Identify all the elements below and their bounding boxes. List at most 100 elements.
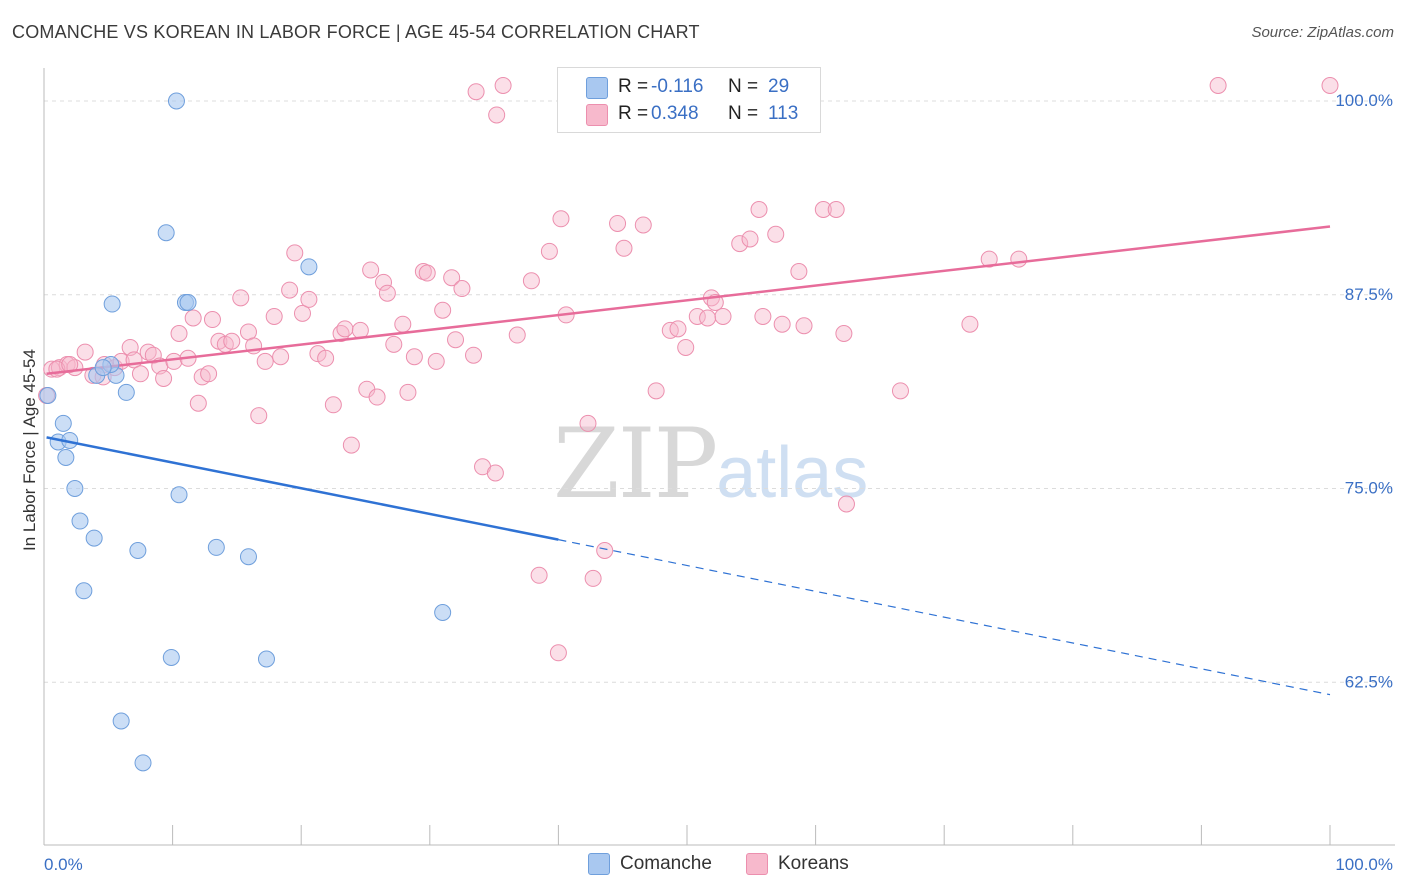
comanche-point (117, 383, 135, 401)
korean-point (522, 272, 540, 290)
korean-point (184, 309, 202, 327)
comanche-point (39, 387, 57, 404)
korean-point (767, 225, 785, 243)
korean-point (453, 280, 471, 298)
korean-point (165, 352, 183, 370)
n-value: 29 (768, 76, 790, 97)
korean-point (256, 352, 274, 370)
korean-point (368, 388, 386, 406)
korean-point (362, 261, 380, 279)
korean-point (447, 331, 465, 349)
comanche-point (71, 512, 89, 530)
korean-point (378, 284, 396, 302)
korean-point (714, 307, 732, 325)
korean-point (399, 383, 417, 401)
korean-point (584, 569, 602, 587)
legend-row-comanche: R = -0.116 N = 29 (558, 74, 820, 100)
korean-point (773, 315, 791, 333)
korean-point (1209, 77, 1227, 94)
comanche-legend-swatch (588, 853, 610, 875)
comanche-point (85, 529, 103, 547)
r-label: R = (618, 103, 649, 124)
korean-point (750, 201, 768, 218)
korean-point (342, 436, 360, 454)
comanche-point (434, 604, 452, 621)
comanche-point (54, 414, 72, 432)
comanche-legend-label: Comanche (620, 853, 712, 874)
korean-point (530, 566, 548, 584)
korean-point (336, 320, 354, 338)
comanche-point (179, 294, 197, 311)
n-value: 113 (768, 103, 799, 124)
korean-point (669, 320, 687, 338)
korean-point (223, 332, 241, 350)
y-tick-label: 62.5% (1345, 672, 1393, 691)
korean-point (754, 307, 772, 325)
korean-point (405, 348, 423, 366)
korean-point (293, 304, 311, 322)
comanche-point (170, 486, 188, 504)
korean-point (467, 83, 485, 101)
comanche-point (94, 359, 112, 377)
koreans-legend-label: Koreans (778, 853, 849, 874)
y-tick-label: 87.5% (1345, 285, 1393, 304)
comanche-point (167, 92, 185, 110)
korean-point (609, 214, 627, 232)
korean-point (76, 343, 94, 361)
chart-source: Source: ZipAtlas.com (1251, 24, 1394, 41)
korean-point (596, 542, 614, 559)
korean-point (375, 273, 393, 291)
y-tick-label: 100.0% (1335, 91, 1393, 110)
korean-point (634, 216, 652, 234)
chart-title: COMANCHE VS KOREAN IN LABOR FORCE | AGE … (12, 22, 700, 42)
korean-point (385, 335, 403, 353)
korean-point (827, 201, 845, 218)
y-axis-label: In Labor Force | Age 45-54 (20, 349, 39, 551)
korean-point (961, 315, 979, 333)
korean-point (189, 394, 207, 412)
legend-row-koreans: R = 0.348 N = 113 (558, 101, 820, 127)
korean-point (647, 382, 665, 400)
korean-point (549, 644, 567, 662)
comanche-point (134, 754, 152, 772)
korean-point (300, 290, 318, 308)
comanche-point (103, 295, 121, 313)
korean-point (579, 414, 597, 432)
korean-point (891, 382, 909, 400)
x-tick-label: 100.0% (1335, 855, 1393, 874)
korean-point (203, 311, 221, 329)
comanche-point (75, 582, 93, 600)
korean-point (837, 495, 855, 513)
korean-trend-line (46, 225, 1331, 376)
comanche-point (207, 538, 225, 556)
comanche-point (112, 712, 130, 730)
korean-point (465, 346, 483, 364)
korean-point (494, 77, 512, 94)
korean-point (443, 269, 461, 287)
korean-point (434, 301, 452, 319)
korean-point (795, 317, 813, 335)
y-tick-label: 75.0% (1345, 479, 1393, 498)
korean-point (790, 263, 808, 280)
comanche-point (239, 548, 257, 566)
korean-point (281, 281, 299, 299)
korean-point (1010, 250, 1028, 268)
korean-point (540, 242, 558, 260)
korean-point (980, 250, 998, 268)
korean-point (272, 348, 290, 366)
korean-point (170, 325, 188, 342)
korean-point (552, 210, 570, 228)
comanche-point (66, 480, 84, 497)
comanche-point (162, 648, 180, 666)
korean-point (131, 365, 149, 383)
korean-point (250, 407, 268, 425)
korean-point (394, 315, 412, 333)
comanche-point (300, 258, 318, 276)
korean-point (677, 338, 695, 356)
comanche-trend-extension (558, 539, 1331, 696)
korean-point (144, 346, 162, 364)
korean-point (741, 230, 759, 248)
korean-point (615, 239, 633, 257)
comanche-point (157, 224, 175, 242)
